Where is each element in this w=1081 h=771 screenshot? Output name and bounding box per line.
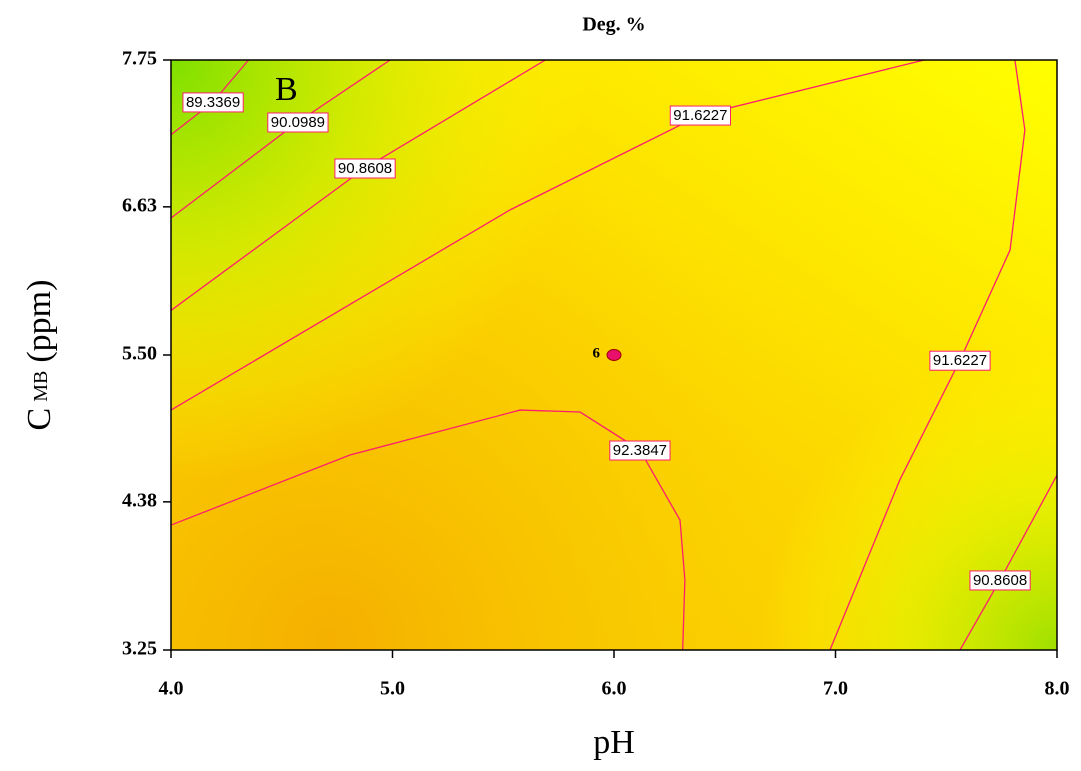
x-tick-label: 7.0 xyxy=(823,678,848,700)
y-label-unit: (ppm) xyxy=(21,280,58,363)
y-tick-label: 6.63 xyxy=(122,194,157,216)
x-tick-label: 5.0 xyxy=(380,678,405,700)
contour-label: 90.0989 xyxy=(267,112,329,133)
contour-label-box xyxy=(182,92,244,113)
design-point-label: 6 xyxy=(593,345,601,361)
contour-label-text: 90.0989 xyxy=(271,114,325,131)
contour-label-box xyxy=(267,112,329,133)
y-label-subscript: MB xyxy=(30,371,52,402)
contour-label-text: 91.6227 xyxy=(933,352,987,369)
y-tick-label: 5.50 xyxy=(122,343,157,365)
contour-label-box xyxy=(609,440,671,461)
contour-label-box xyxy=(334,158,396,179)
x-tick-label: 4.0 xyxy=(159,678,184,700)
y-tick-label: 3.25 xyxy=(122,638,157,660)
contour-label-text: 90.8608 xyxy=(338,160,392,177)
contour-label: 91.6227 xyxy=(669,105,732,126)
x-axis-label: pH xyxy=(593,724,635,761)
design-point xyxy=(606,349,622,361)
x-tick-label: 8.0 xyxy=(1045,678,1070,700)
contour-label: 90.8608 xyxy=(969,570,1031,591)
contour-label: 92.3847 xyxy=(609,440,671,461)
contour-label-text: 92.3847 xyxy=(613,442,667,459)
y-tick-label: 4.38 xyxy=(122,489,157,511)
y-label-main: C xyxy=(21,408,58,431)
contour-label: 90.8608 xyxy=(334,158,396,179)
plot-area: 89.3369 90.0989 90.8608 91.6227 91.6227 92.38… xyxy=(170,59,1058,651)
y-tick-label: 7.75 xyxy=(122,48,157,70)
x-tick-label: 6.0 xyxy=(602,678,627,700)
contour-line xyxy=(170,59,925,411)
contour-label-text: 91.6227 xyxy=(673,107,727,124)
contour-label-box xyxy=(969,570,1031,591)
contour-label: 89.3369 xyxy=(182,92,244,113)
contour-label-box xyxy=(669,105,732,126)
panel-letter: B xyxy=(275,71,298,108)
y-axis-label: C MB (ppm) xyxy=(21,280,58,431)
contour-label-text: 89.3369 xyxy=(186,94,240,111)
chart-title: Deg. % xyxy=(582,14,645,36)
contour-label: 91.6227 xyxy=(929,350,991,371)
contour-label-text: 90.8608 xyxy=(973,572,1027,589)
contour-line xyxy=(170,409,686,651)
contour-label-box xyxy=(929,350,991,371)
contour-line xyxy=(829,59,1026,651)
